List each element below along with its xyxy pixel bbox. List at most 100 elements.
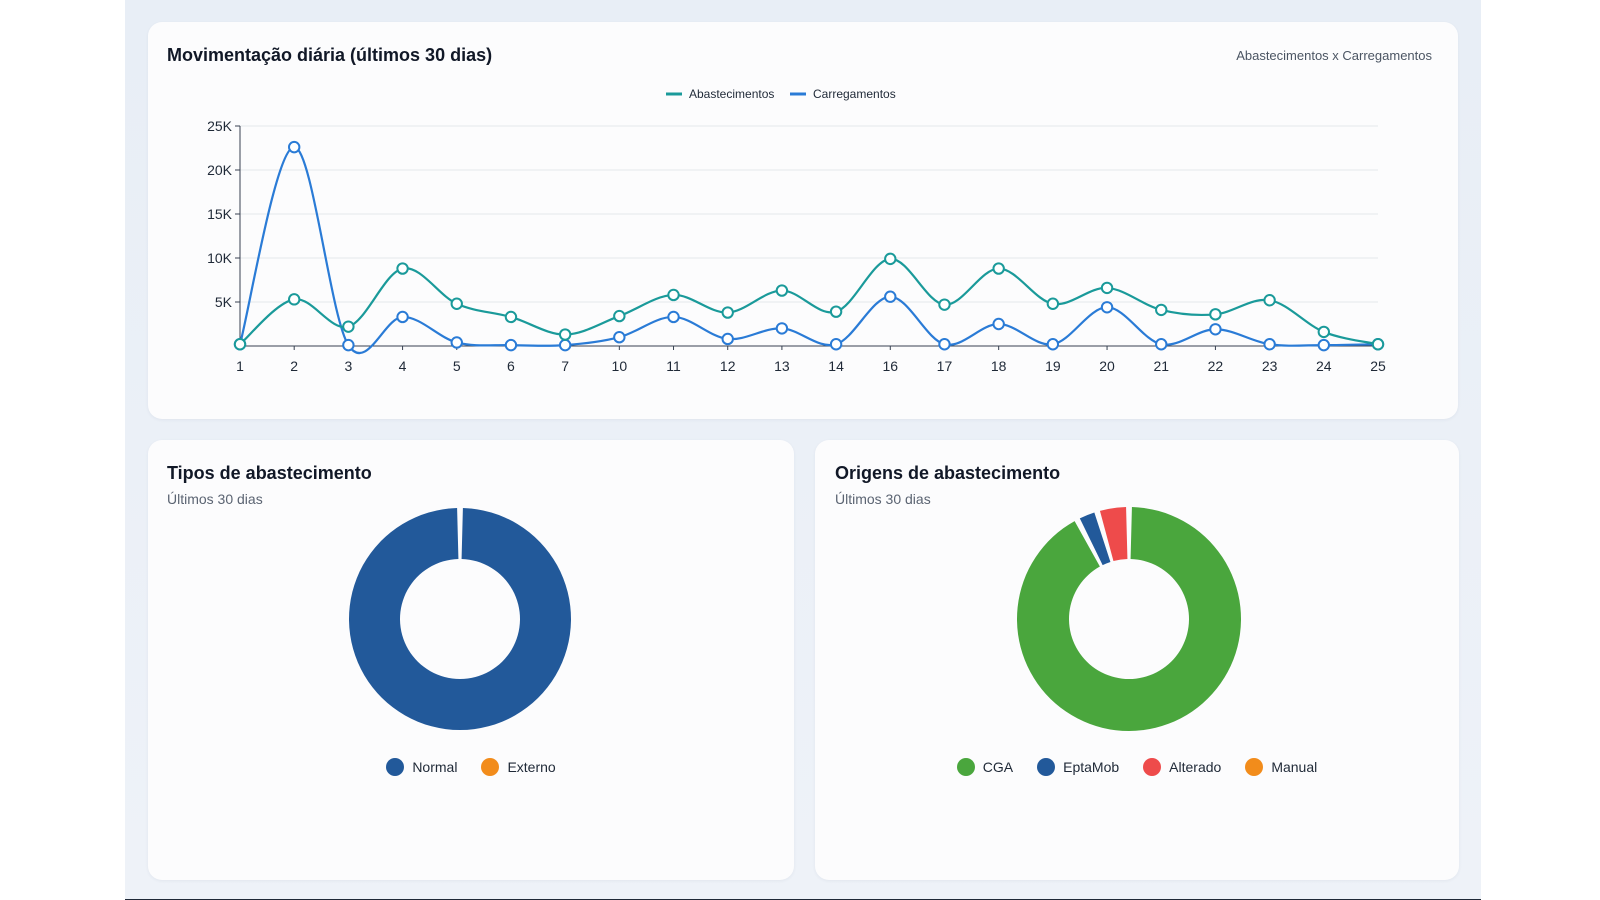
data-point [721,332,734,346]
x-tick-label: 1 [236,358,244,374]
daily-line-chart: Abastecimentos Carregamentos 5K 10K 15K 20K 2… [207,87,1386,374]
series-line [238,146,1379,355]
x-tick-label: 7 [561,358,569,374]
data-point [504,338,518,352]
donut-slice-eptamob [1079,512,1111,566]
data-point [1209,308,1222,321]
data-point [1100,301,1114,314]
daily-movement-card: Movimentação diária (últimos 30 dias) Ab… [148,22,1458,419]
series-line [239,257,1379,346]
data-point [775,284,789,297]
x-tick-label: 14 [828,358,844,374]
donut-slice-cga [1017,507,1241,731]
data-point [558,338,572,352]
data-point [558,328,572,341]
data-point [342,320,355,333]
x-tick-label: 21 [1153,358,1169,374]
legend-item-alterado[interactable]: Alterado [1143,758,1221,776]
data-point [667,310,680,324]
data-point [1155,338,1168,351]
data-point [450,297,463,310]
y-tick-label: 25K [207,118,233,134]
donut-slice-alterado [1099,507,1128,562]
x-tick-label: 23 [1262,358,1278,374]
data-point [1263,294,1276,307]
x-tick-label: 3 [344,358,352,374]
legend-dot [481,758,500,776]
data-point [829,305,843,318]
data-point [396,262,409,275]
data-point [1209,323,1222,336]
x-tick-label: 4 [399,358,407,374]
legend-item-cga[interactable]: CGA [956,758,1014,776]
data-point [1046,338,1060,351]
data-point [992,317,1005,331]
origins-legend: CGA EptaMob Alterado Manual [815,758,1459,776]
x-tick-label: 18 [991,358,1007,374]
legend-dot [1143,758,1162,776]
legend-dot [386,758,405,776]
legend-label: Alterado [1169,759,1222,775]
legend-dot [1037,758,1056,776]
x-tick-label: 20 [1099,358,1115,374]
data-point [287,140,301,154]
legend-dot [956,758,975,776]
legend-label: Carregamentos [813,87,896,101]
data-point [775,322,789,335]
data-point [613,331,626,344]
x-tick-label: 6 [507,358,515,374]
legend-item-eptamob[interactable]: EptaMob [1037,758,1119,776]
y-tick-label: 5K [215,294,233,310]
data-point [884,252,897,266]
x-tick-label: 5 [453,358,461,374]
x-tick-label: 11 [666,358,681,374]
x-tick-label: 22 [1208,358,1224,374]
types-card: Tipos de abastecimento Últimos 30 dias N… [148,440,794,880]
data-point [1317,338,1331,352]
data-point [396,310,409,324]
data-point [884,290,897,303]
data-point [504,310,518,324]
legend-label: EptaMob [1063,759,1120,775]
types-title: Tipos de abastecimento [167,463,372,483]
data-point [938,338,951,351]
legend-item-manual[interactable]: Manual [1245,758,1317,776]
x-tick-label: 19 [1045,358,1061,374]
legend-label: CGA [982,759,1014,775]
origins-donut-chart [1017,507,1241,731]
data-point [1155,303,1168,317]
data-point [1100,281,1114,295]
origins-subtitle: Últimos 30 dias [835,491,931,507]
origins-title: Origens de abastecimento [835,463,1061,483]
data-point [1317,325,1331,339]
data-point [450,336,463,349]
legend-item-normal[interactable]: Normal [386,758,457,776]
data-point [938,298,951,311]
data-point [342,338,355,352]
data-point [613,309,626,323]
types-legend: Normal Externo [148,758,794,776]
data-point [667,288,680,302]
data-point [829,338,843,351]
x-tick-label: 13 [774,358,790,374]
y-tick-label: 20K [207,162,233,178]
data-point [233,338,247,351]
legend-label: Normal [412,759,458,775]
y-tick-label: 15K [207,206,233,222]
y-tick-label: 10K [207,250,233,266]
legend-label: Abastecimentos [689,87,774,101]
daily-movement-note: Abastecimentos x Carregamentos [1236,48,1432,63]
types-donut-chart [349,508,571,730]
x-tick-label: 25 [1370,358,1386,374]
donut-slice-normal [349,508,571,730]
data-point [1046,297,1060,310]
legend-item-externo[interactable]: Externo [481,758,556,776]
legend-label: Manual [1271,759,1318,775]
x-tick-label: 2 [290,358,298,374]
data-point [721,306,734,319]
types-subtitle: Últimos 30 dias [167,491,263,507]
x-tick-label: 24 [1316,358,1332,374]
origins-card: Origens de abastecimento Últimos 30 dias… [815,440,1459,880]
x-tick-label: 12 [720,358,736,374]
x-tick-label: 10 [612,358,628,374]
